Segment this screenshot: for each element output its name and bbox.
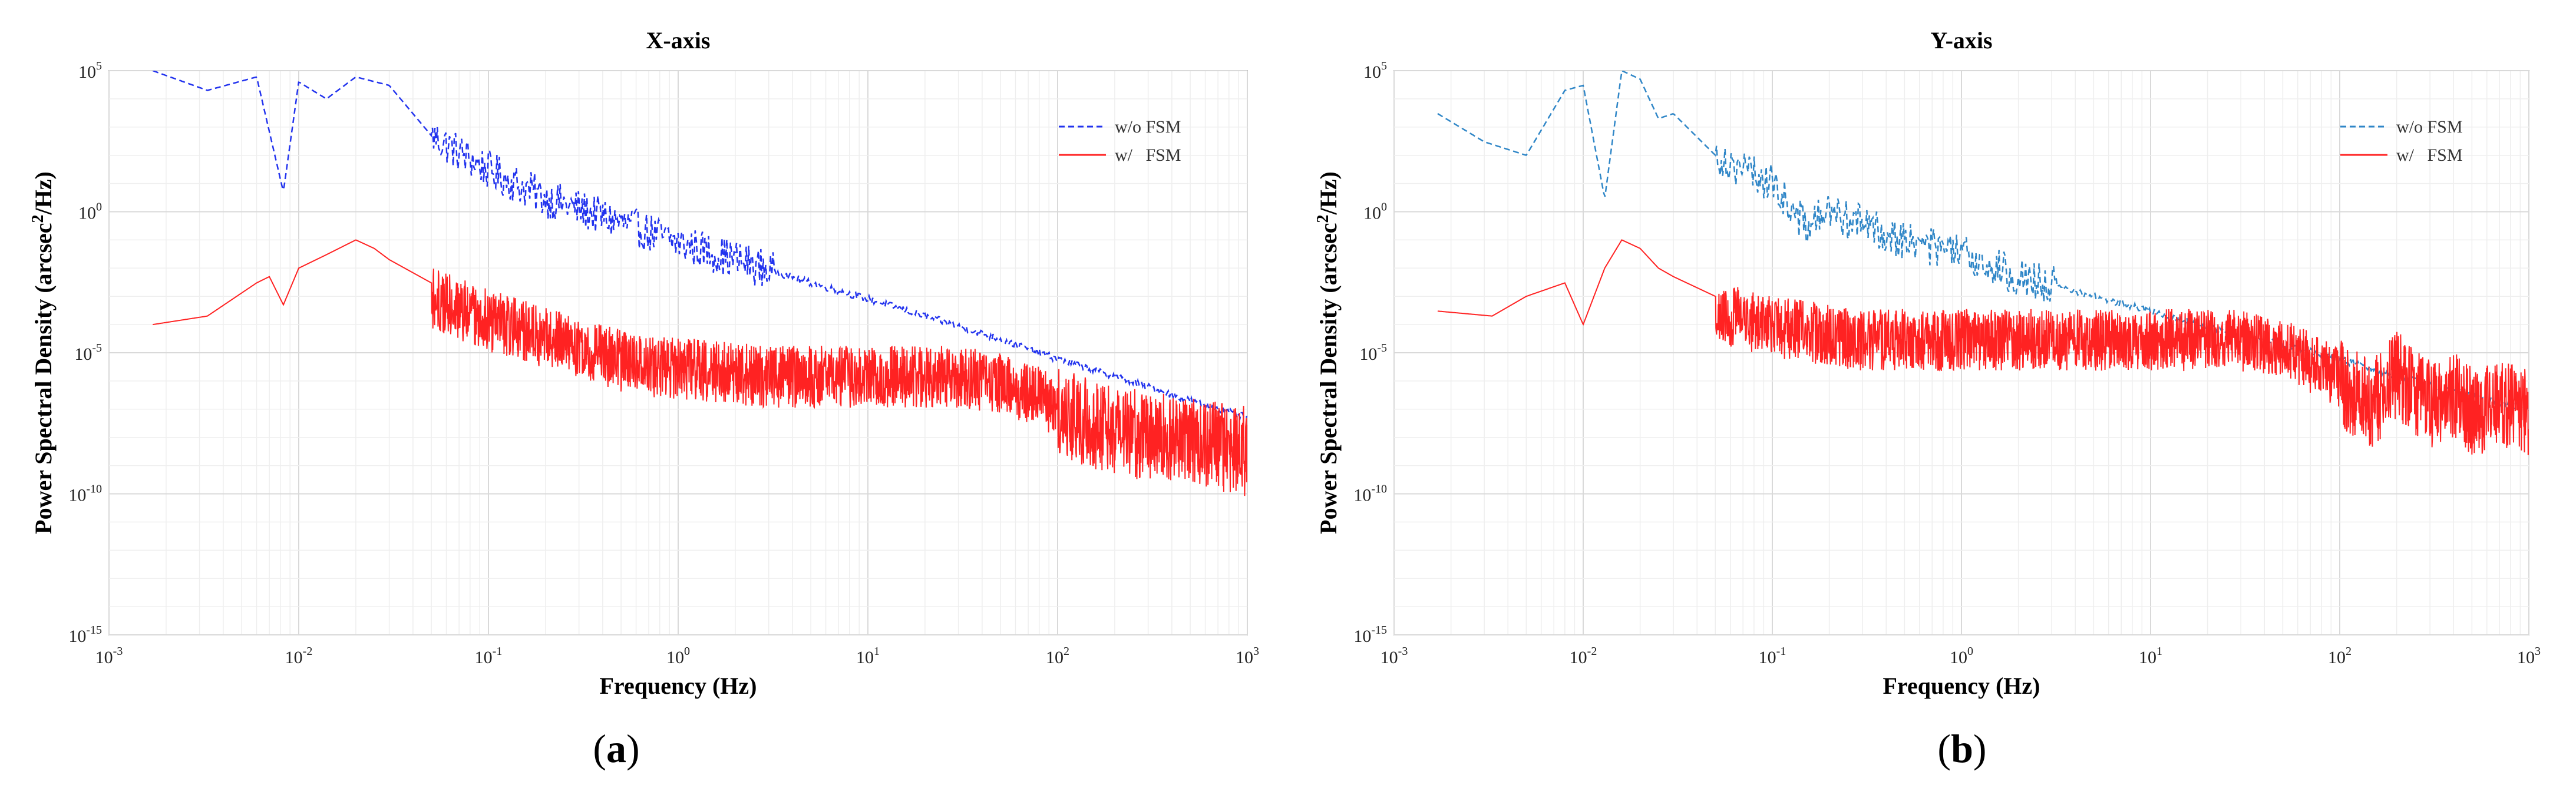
x-tick-label: 10-2 xyxy=(1570,645,1597,667)
legend-label: w/ FSM xyxy=(2396,145,2463,165)
caption-letter: a xyxy=(606,726,626,771)
x-axis-label: Frequency (Hz) xyxy=(1883,673,2040,699)
y-tick-label: 105 xyxy=(78,59,102,82)
caption-a: (a) xyxy=(557,726,675,772)
y-tick-label: 100 xyxy=(1363,201,1387,223)
caption-open-paren: ( xyxy=(593,726,606,771)
x-tick-label: 103 xyxy=(2517,645,2541,667)
x-tick-label: 100 xyxy=(1950,645,1973,667)
y-tick-label: 10-5 xyxy=(1359,342,1387,364)
series-line xyxy=(153,239,1247,496)
x-tick-label: 101 xyxy=(856,645,880,667)
y-tick-label: 10-10 xyxy=(1353,483,1387,505)
series-with-fsm xyxy=(153,239,1247,496)
series-line xyxy=(152,71,1247,420)
x-tick-label: 100 xyxy=(666,645,690,667)
caption-b: (b) xyxy=(1903,726,2021,772)
y-tick-label: 10-10 xyxy=(68,483,102,505)
x-tick-label: 10-3 xyxy=(95,645,123,667)
chart-panel-b: 10-3 10-2 10-1 100 101 102 103 10-15 10-10 10-5 10… xyxy=(1288,0,2576,808)
y-tick-label: 10-15 xyxy=(1353,624,1387,646)
caption-letter: b xyxy=(1951,726,1973,771)
chart-svg-b: 10-3 10-2 10-1 100 101 102 103 10-15 10-10 10-5 10… xyxy=(1314,27,2541,699)
x-tick-label: 102 xyxy=(2328,645,2352,667)
x-tick-label: 10-1 xyxy=(475,645,503,667)
chart-svg-a: 10-3 10-2 10-1 100 101 102 103 10-15 10-10 10-5 10… xyxy=(29,27,1259,699)
legend: w/o FSM w/ FSM xyxy=(1059,117,1181,165)
x-tick-label: 10-1 xyxy=(1759,645,1786,667)
x-tick-label: 102 xyxy=(1046,645,1069,667)
x-tick-label: 101 xyxy=(2139,645,2162,667)
series-with-fsm xyxy=(1437,239,2529,455)
legend: w/o FSM w/ FSM xyxy=(2340,117,2463,165)
caption-close-paren: ) xyxy=(626,726,640,771)
x-axis-label: Frequency (Hz) xyxy=(600,673,757,699)
series-line xyxy=(1437,239,2529,455)
x-tick-label: 103 xyxy=(1236,645,1259,667)
chart-title: X-axis xyxy=(646,27,711,54)
x-tick-label: 10-3 xyxy=(1381,645,1408,667)
x-tick-label: 10-2 xyxy=(285,645,313,667)
y-tick-label: 100 xyxy=(78,201,102,223)
grid xyxy=(1393,70,2529,635)
series-without-fsm xyxy=(152,71,1247,420)
y-tick-label: 105 xyxy=(1363,59,1387,82)
y-tick-label: 10-5 xyxy=(74,342,102,364)
legend-label: w/o FSM xyxy=(2396,117,2463,137)
y-tick-label: 10-15 xyxy=(68,624,102,646)
caption-close-paren: ) xyxy=(1973,726,1987,771)
legend-label: w/ FSM xyxy=(1115,145,1181,165)
caption-open-paren: ( xyxy=(1937,726,1951,771)
legend-label: w/o FSM xyxy=(1115,117,1181,137)
y-axis-label: Power Spectral Density (arcsec2/Hz) xyxy=(29,171,57,534)
chart-title: Y-axis xyxy=(1930,27,1992,54)
chart-panel-a: 10-3 10-2 10-1 100 101 102 103 10-15 10-10 10-5 10… xyxy=(29,27,1259,772)
y-axis-label: Power Spectral Density (arcsec2/Hz) xyxy=(1314,171,1342,534)
